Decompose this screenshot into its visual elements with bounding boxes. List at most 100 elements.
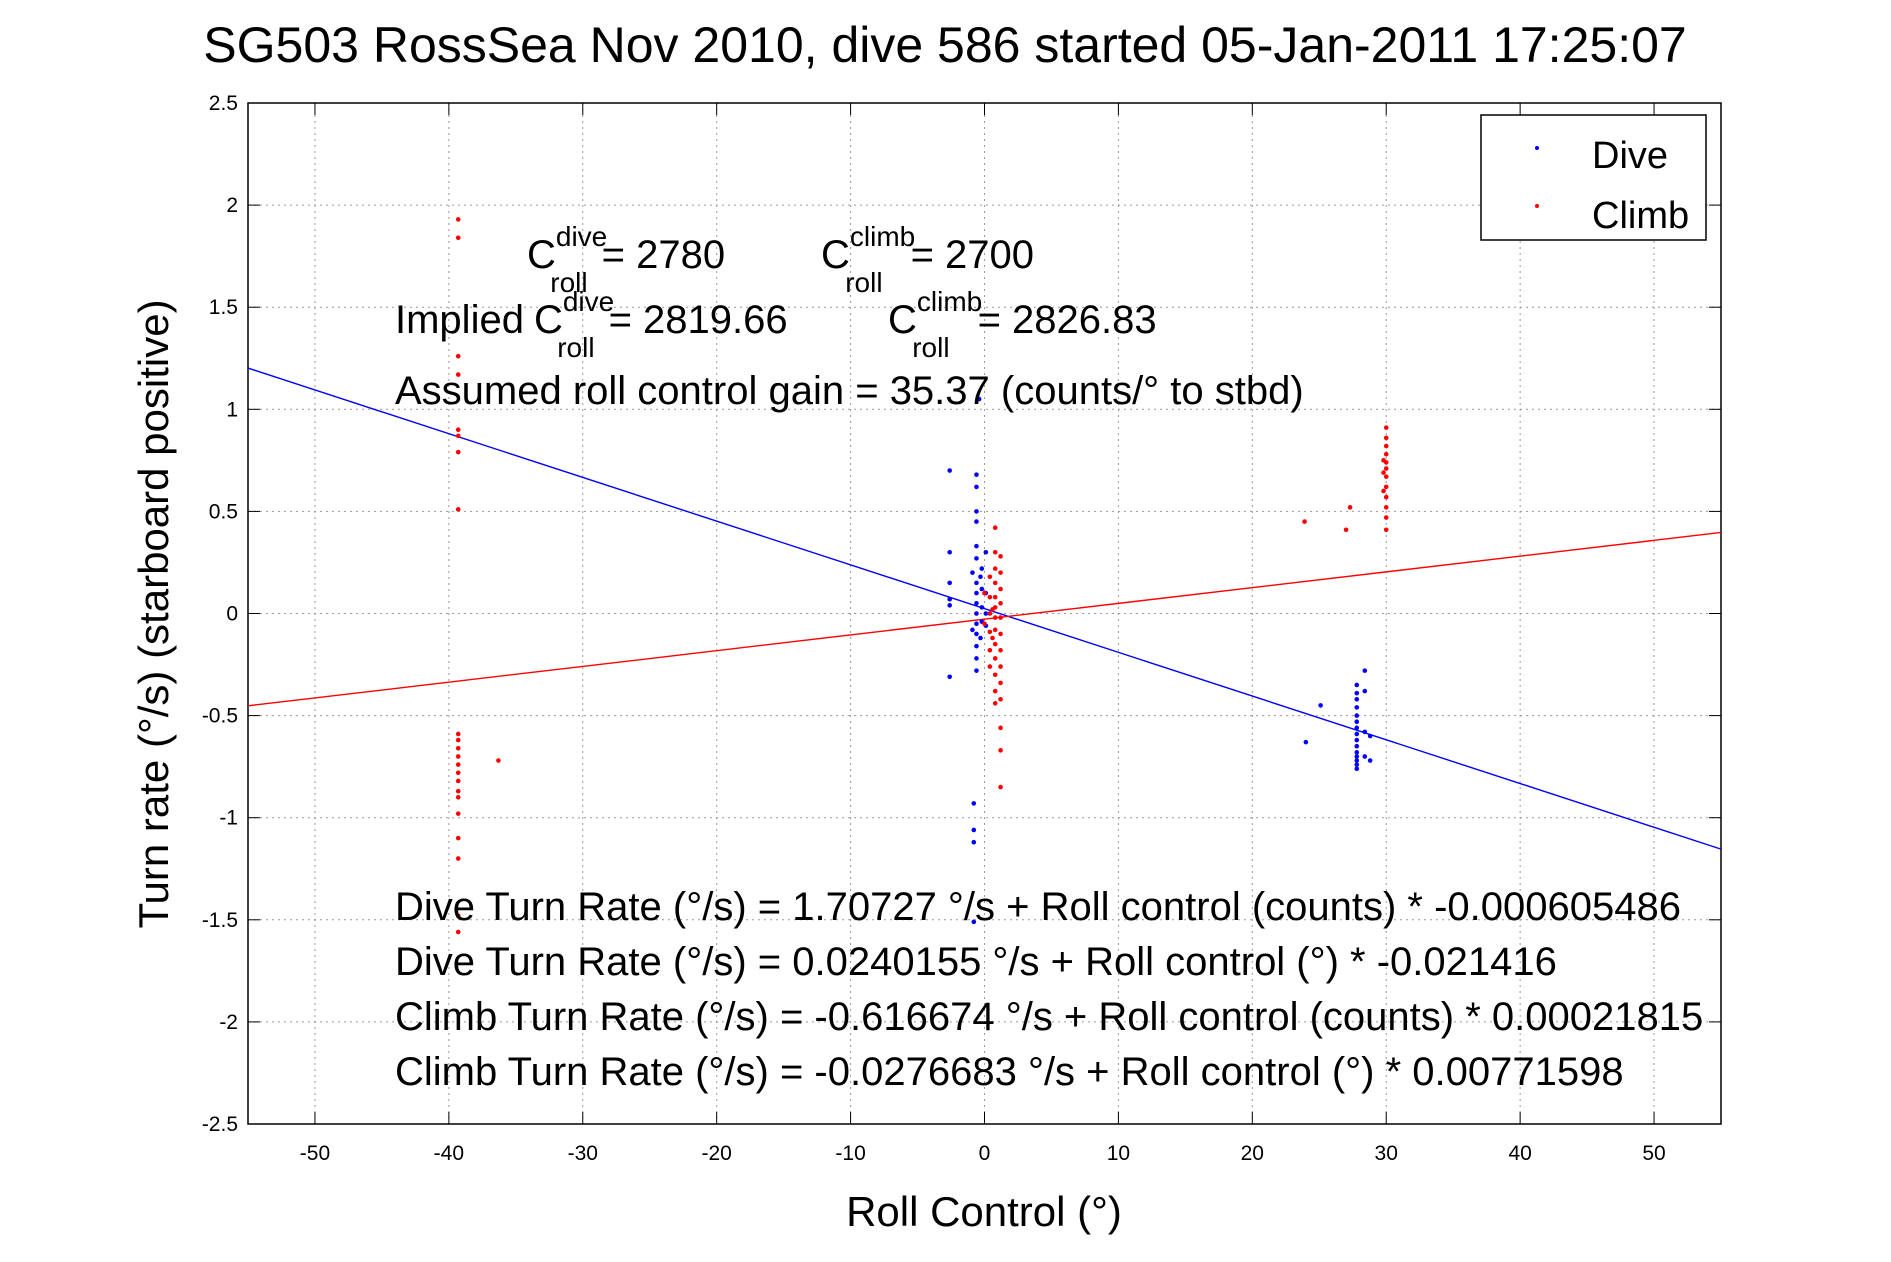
- c-climb-annotation: Cclimb roll = 2700: [821, 221, 1034, 298]
- data-point-climb: [992, 701, 998, 706]
- data-point-climb: [1383, 474, 1389, 479]
- data-point-dive: [979, 586, 985, 592]
- legend-label-climb: Climb: [1592, 195, 1689, 237]
- data-point-dive: [1354, 696, 1360, 702]
- data-point-climb: [992, 688, 998, 694]
- data-point-climb: [987, 647, 993, 653]
- y-tick-label: 1: [226, 398, 238, 421]
- data-point-dive: [1367, 733, 1373, 739]
- data-point-dive: [1354, 762, 1360, 767]
- implied-climb-value: = 2826.83: [978, 298, 1157, 342]
- data-point-climb: [1383, 443, 1389, 449]
- c-climb-sup: climb: [850, 221, 915, 252]
- data-point-dive: [971, 839, 977, 845]
- chart-title: SG503 RossSea Nov 2010, dive 586 started…: [203, 17, 1686, 73]
- y-tick-label: -1.5: [202, 909, 238, 932]
- data-point-climb: [992, 549, 998, 555]
- data-point-climb: [992, 627, 998, 633]
- y-tick-label: 2: [226, 194, 238, 217]
- data-point-climb: [990, 635, 995, 641]
- data-point-dive: [974, 580, 979, 586]
- c-dive-base: C: [527, 233, 556, 277]
- data-point-dive: [1362, 754, 1368, 759]
- data-point-dive: [947, 549, 952, 555]
- y-tick-label: 0: [226, 603, 238, 626]
- data-point-climb: [455, 731, 461, 737]
- data-point-climb: [1383, 515, 1389, 520]
- data-point-dive: [1354, 705, 1360, 710]
- data-point-dive: [947, 468, 952, 473]
- data-point-climb: [998, 586, 1003, 592]
- data-point-dive: [979, 605, 985, 610]
- data-point-dive: [974, 484, 979, 490]
- data-point-dive: [971, 801, 977, 806]
- y-tick-label: -2.5: [202, 1113, 238, 1136]
- equation-dive-degrees: Dive Turn Rate (°/s) = 0.0240155 °/s + R…: [395, 940, 1557, 984]
- data-point-dive: [947, 580, 952, 586]
- fit-line-climb: [247, 531, 1722, 707]
- c-dive-sub: roll: [550, 267, 587, 298]
- data-point-dive: [1354, 731, 1360, 737]
- data-point-climb: [1383, 527, 1389, 533]
- implied-climb-base: C: [888, 298, 917, 342]
- data-point-dive: [974, 656, 979, 661]
- data-point-dive: [974, 611, 979, 616]
- data-point-climb: [987, 611, 993, 616]
- data-point-climb: [455, 433, 461, 439]
- data-point-climb: [455, 788, 461, 794]
- y-tick-label: 1.5: [209, 296, 238, 319]
- data-point-dive: [1354, 754, 1360, 759]
- data-point-climb: [455, 353, 461, 359]
- data-point-climb: [1383, 494, 1389, 500]
- data-point-climb: [455, 754, 461, 759]
- data-point-climb: [998, 680, 1003, 686]
- data-point-climb: [1383, 435, 1389, 441]
- implied-dive-sup: dive: [563, 286, 614, 317]
- data-point-climb: [455, 929, 461, 935]
- data-point-climb: [992, 615, 998, 620]
- data-point-climb: [987, 594, 993, 600]
- data-point-climb: [998, 664, 1003, 669]
- x-tick-label: -30: [568, 1142, 598, 1165]
- c-climb-base: C: [821, 233, 850, 277]
- data-point-climb: [455, 913, 461, 919]
- data-point-climb: [982, 621, 987, 627]
- data-point-climb: [998, 600, 1003, 606]
- y-tick-label: 2.5: [209, 92, 238, 115]
- c-dive-annotation: Cdive roll = 2780: [527, 221, 725, 298]
- fit-line-dive: [247, 367, 1722, 850]
- data-point-climb: [455, 372, 461, 377]
- data-point-climb: [982, 590, 987, 596]
- c-dive-value: = 2780: [602, 233, 725, 277]
- data-point-climb: [455, 235, 461, 241]
- x-tick-label: -20: [702, 1142, 732, 1165]
- data-point-climb: [992, 656, 998, 661]
- data-point-dive: [974, 590, 979, 596]
- data-point-climb: [1383, 505, 1389, 510]
- legend-marker-climb: [1535, 204, 1539, 208]
- data-point-climb: [455, 737, 461, 743]
- data-point-dive: [979, 566, 985, 571]
- x-tick-label: -50: [300, 1142, 330, 1165]
- data-point-climb: [998, 647, 1003, 653]
- data-point-dive: [971, 827, 977, 833]
- data-point-climb: [1383, 484, 1389, 490]
- data-point-dive: [976, 396, 982, 402]
- data-point-dive: [974, 509, 979, 514]
- x-tick-label: 0: [979, 1142, 991, 1165]
- data-point-climb: [455, 835, 461, 841]
- data-point-climb: [998, 554, 1003, 559]
- data-point-dive: [974, 643, 979, 649]
- x-tick-label: 10: [1107, 1142, 1130, 1165]
- data-point-dive: [970, 570, 975, 575]
- data-point-climb: [455, 811, 461, 816]
- data-point-climb: [455, 427, 461, 433]
- data-point-dive: [1367, 758, 1373, 763]
- data-point-dive: [974, 600, 979, 606]
- y-axis-label: Turn rate (°/s) (starboard positive): [130, 299, 177, 928]
- data-point-dive: [947, 603, 952, 608]
- data-point-climb: [998, 784, 1003, 790]
- data-point-dive: [974, 621, 979, 627]
- implied-climb-sup: climb: [917, 286, 982, 317]
